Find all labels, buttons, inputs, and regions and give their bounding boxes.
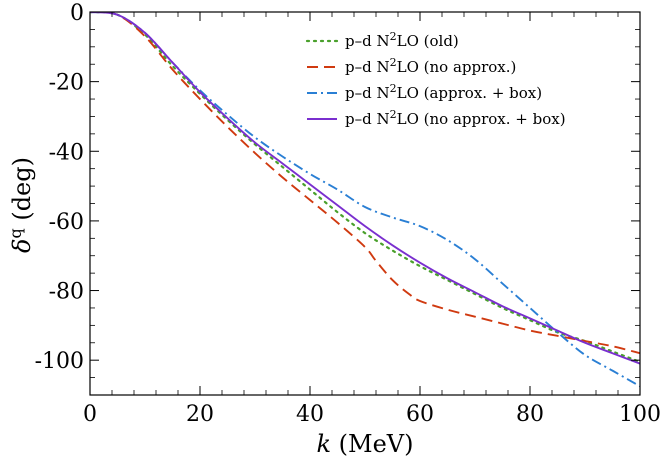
series-old-line: [90, 12, 640, 364]
x-tick-label: 60: [406, 402, 434, 427]
y-tick-label: -60: [49, 210, 84, 235]
x-tick-label: 40: [296, 402, 324, 427]
series-no-approx-box-line: [90, 12, 640, 365]
x-tick-label: 0: [83, 402, 97, 427]
y-tick-label: 0: [70, 1, 84, 26]
y-axis-label: δq (deg): [6, 157, 36, 253]
legend-label-series-old: p–d N2LO (old): [345, 30, 459, 50]
x-axis-label: k (MeV): [316, 430, 413, 458]
series-no-approx-line: [90, 12, 640, 355]
series-approx-box-line: [90, 12, 640, 388]
x-tick-label: 80: [516, 402, 544, 427]
legend-label-series-approx-box: p–d N2LO (approx. + box): [345, 82, 542, 102]
legend-label-series-no-approx-box: p–d N2LO (no approx. + box): [345, 108, 566, 128]
y-tick-label: -20: [49, 71, 84, 96]
x-tick-label: 20: [186, 402, 214, 427]
y-tick-label: -100: [35, 349, 84, 374]
x-tick-label: 100: [619, 402, 661, 427]
legend-label-series-no-approx: p–d N2LO (no approx.): [345, 56, 516, 76]
y-tick-label: -40: [49, 140, 84, 165]
y-tick-label: -80: [49, 280, 84, 305]
